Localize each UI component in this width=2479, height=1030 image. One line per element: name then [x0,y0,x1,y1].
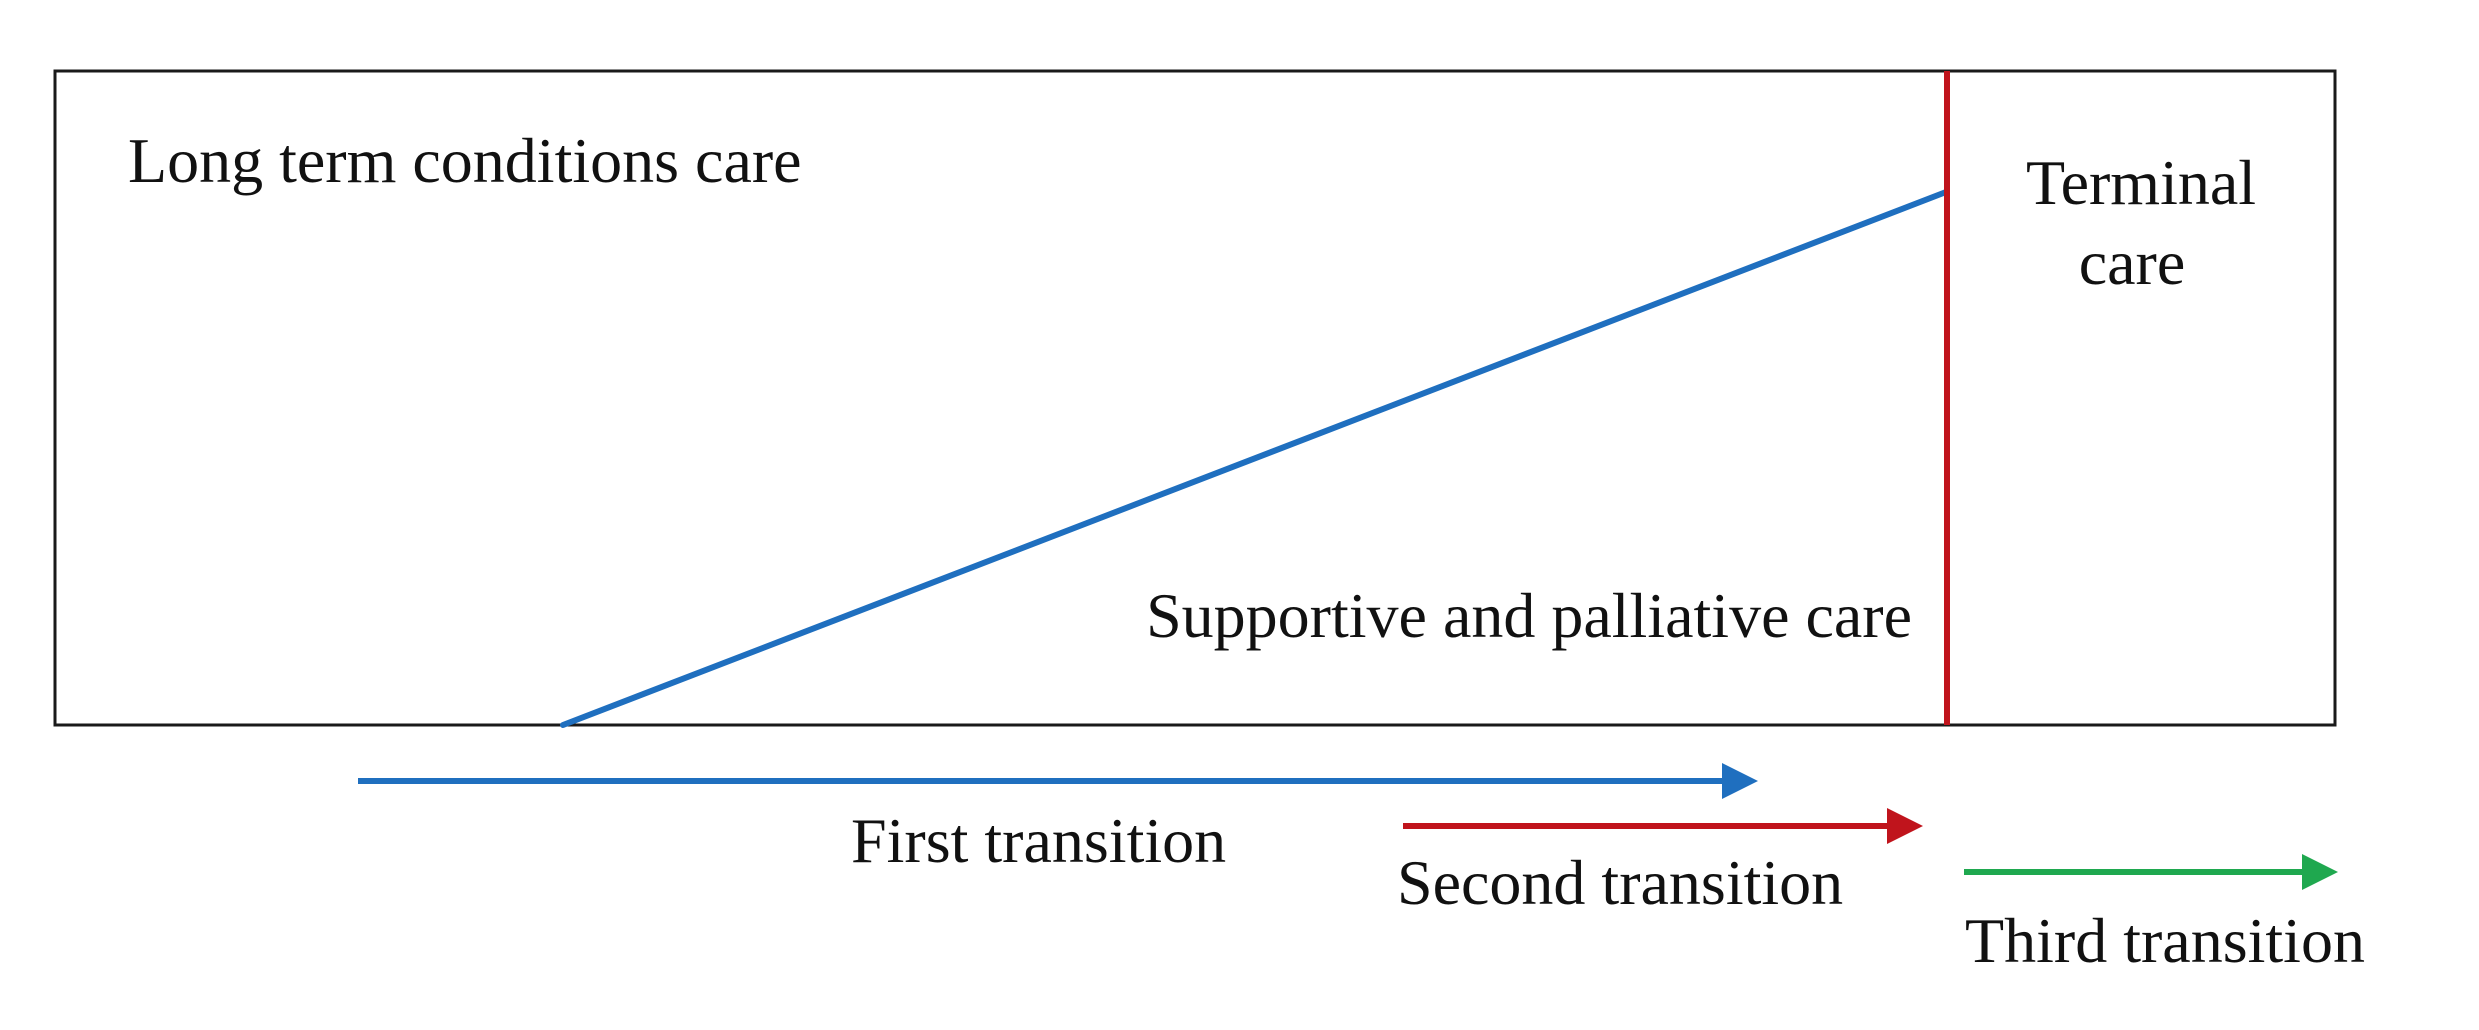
second-transition-label: Second transition [1397,847,1843,918]
long-term-care-label: Long term conditions care [128,125,802,196]
care-boundary-diagonal [560,189,1949,728]
third-transition-label: Third transition [1965,905,2365,976]
first-transition-label: First transition [851,805,1226,876]
terminal-care-label-line2: care [2079,227,2186,298]
diagram-frame [53,69,2337,727]
terminal-care-label-line1: Terminal [2026,147,2256,218]
supportive-palliative-care-label: Supportive and palliative care [1146,580,1912,651]
